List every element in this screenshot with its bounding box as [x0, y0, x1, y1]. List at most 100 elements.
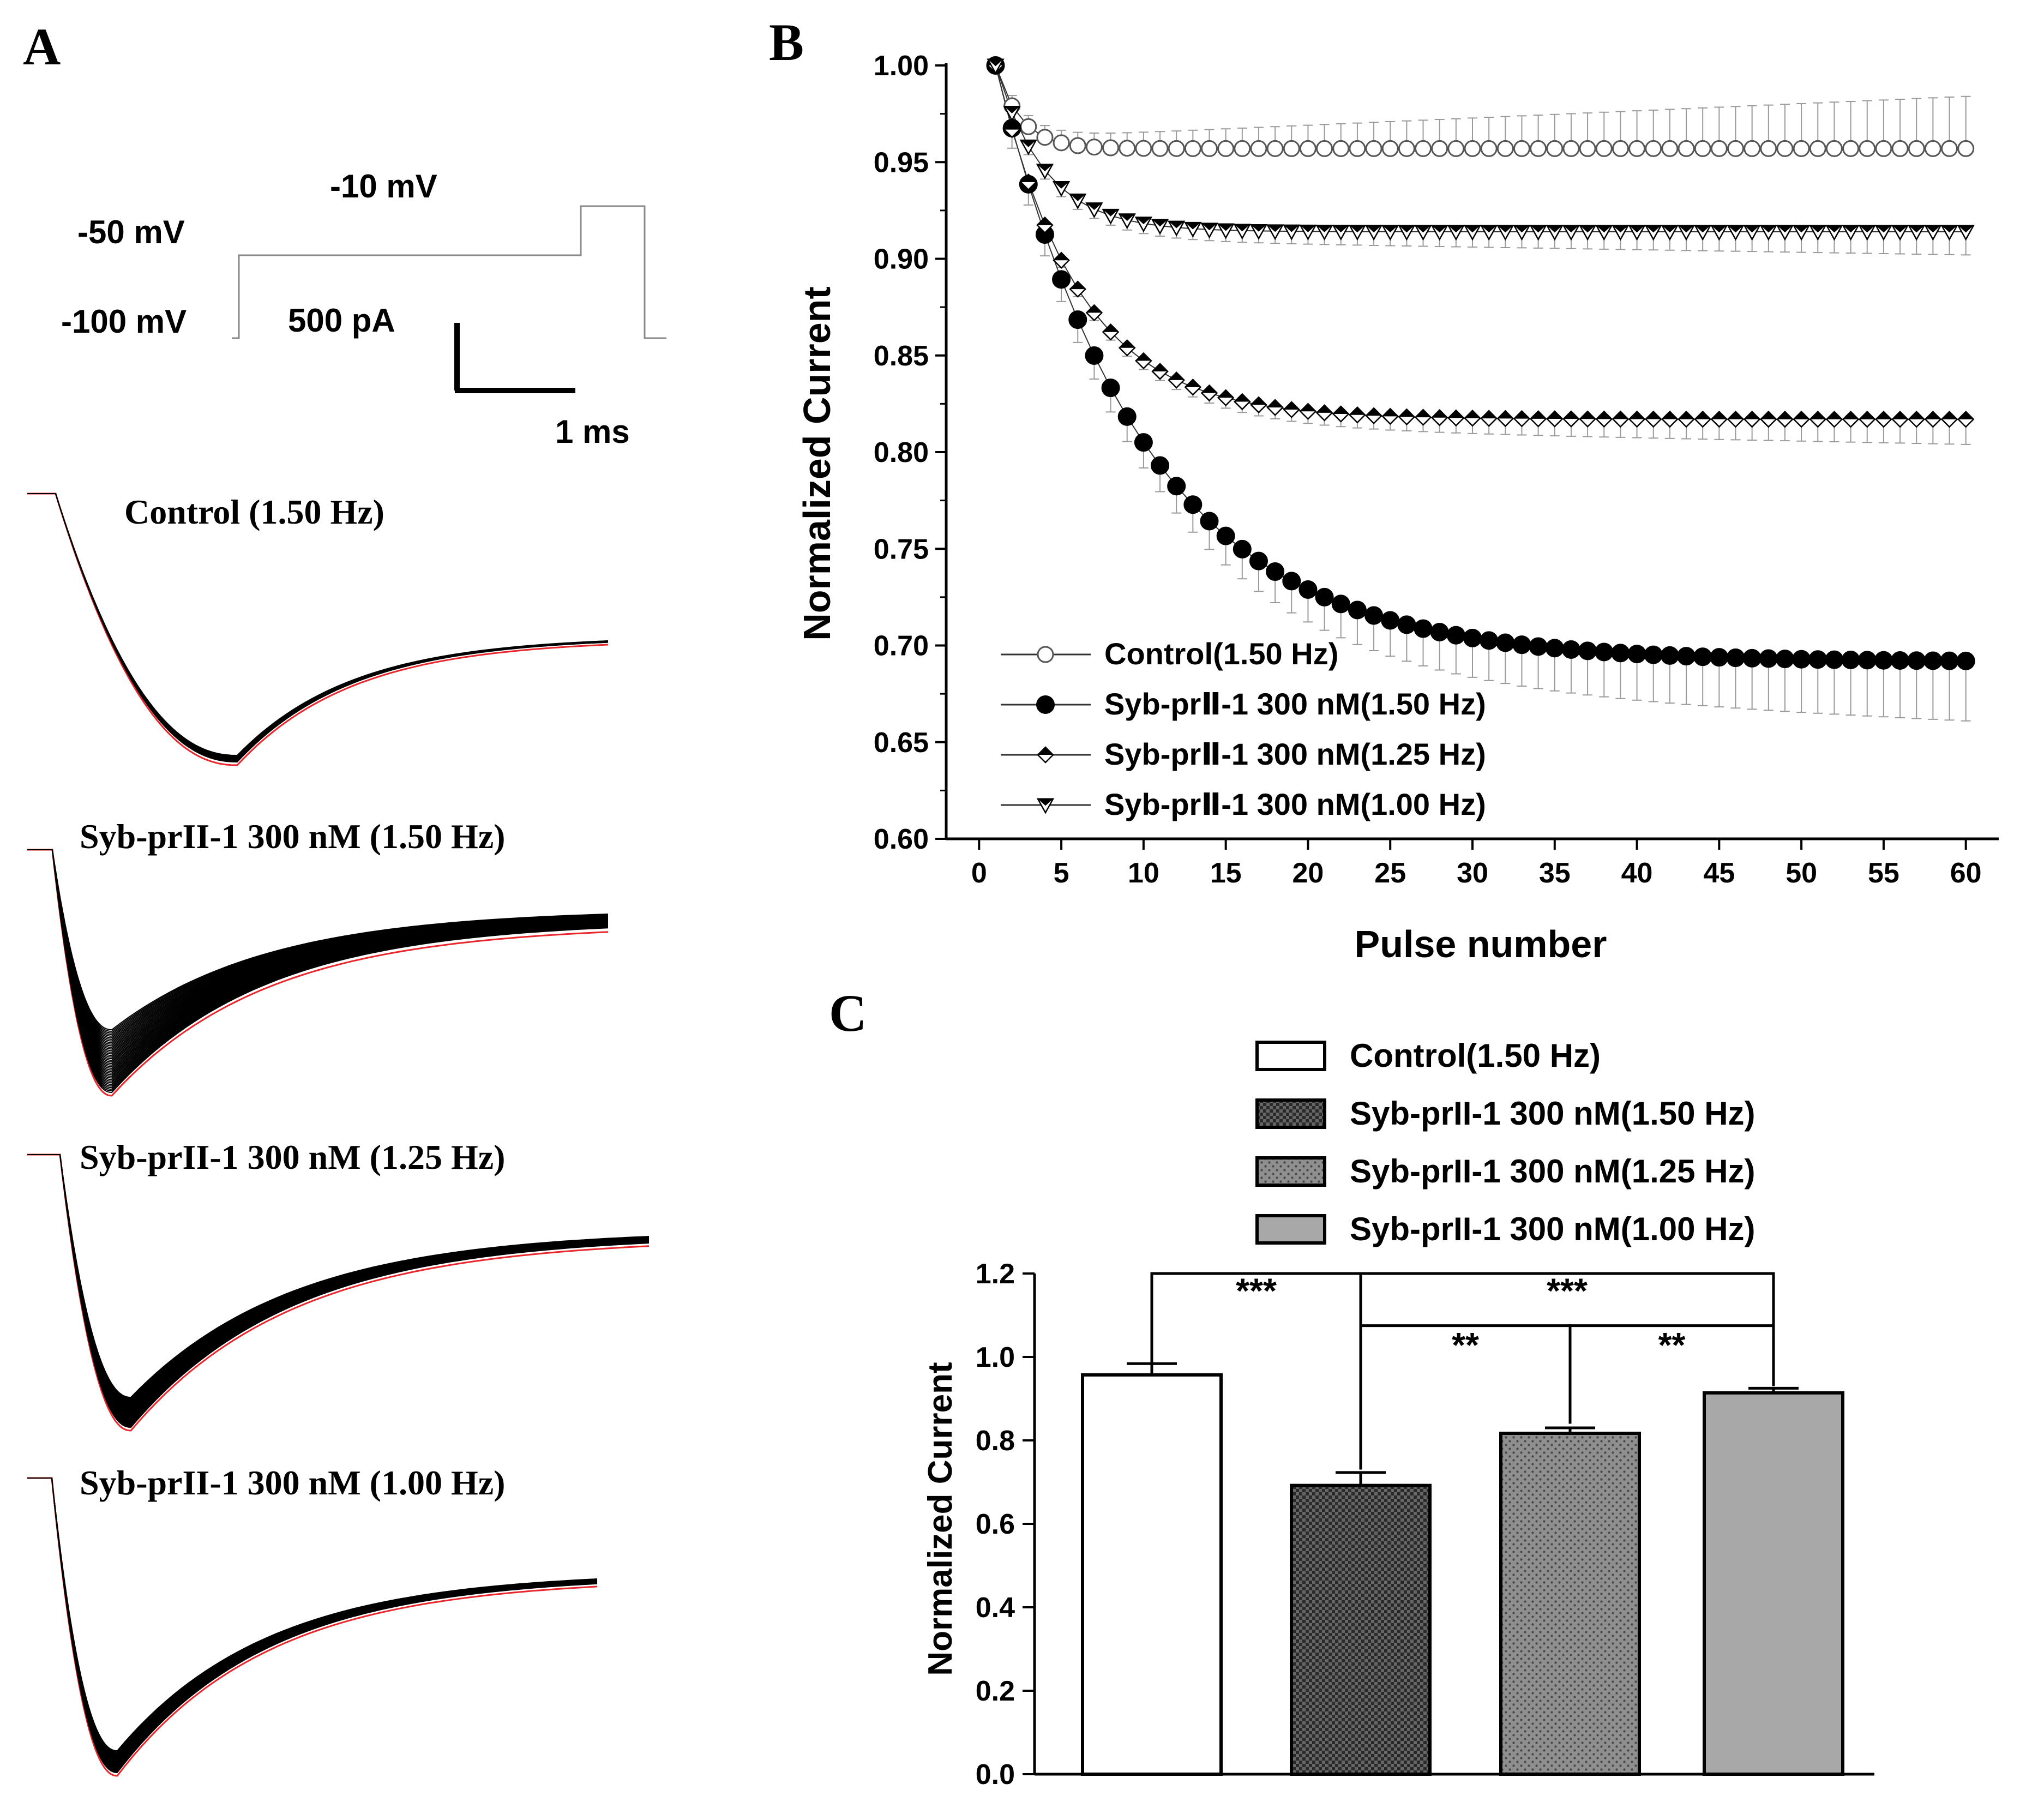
label-scale-time: 1 ms — [555, 413, 630, 450]
b-marker-2 — [1184, 379, 1202, 396]
b-marker-2 — [1414, 409, 1432, 426]
b-marker-1 — [1183, 495, 1203, 514]
b-marker-3 — [1398, 225, 1416, 241]
b-marker-2 — [1924, 410, 1942, 428]
b-marker-0 — [1250, 140, 1267, 157]
b-marker-1 — [1200, 512, 1219, 531]
b-marker-1 — [1216, 526, 1235, 545]
c-legend-swatch-2 — [1255, 1156, 1326, 1187]
b-marker-1 — [1956, 651, 1975, 670]
trace-set-150hz — [27, 849, 609, 1097]
b-marker-0 — [1398, 140, 1415, 157]
panel-b-letter: B — [769, 13, 804, 71]
b-error-bars — [1007, 95, 1971, 722]
b-marker-3 — [1957, 225, 1975, 241]
b-y-tick-label: 1.00 — [874, 50, 929, 82]
trace-sweep — [27, 1477, 598, 1753]
b-marker-0 — [1168, 140, 1185, 157]
trace-sweep — [27, 1477, 598, 1752]
c-axes: 0.0 0.2 0.4 0.6 0.8 1.0 1.2 — [976, 1258, 1874, 1791]
b-y-tick-label: 0.95 — [874, 147, 929, 178]
trace-sweep — [27, 1477, 598, 1761]
b-marker-0 — [1924, 140, 1941, 157]
b-marker-2 — [1644, 410, 1662, 428]
label-v-prepulse: -50 mV — [77, 214, 185, 250]
b-marker-3 — [1710, 225, 1728, 241]
trace-sweep — [27, 1477, 598, 1757]
c-sig-label-0: *** — [1236, 1271, 1277, 1311]
trace-sweep — [27, 493, 609, 760]
b-marker-3 — [1069, 193, 1087, 209]
b-marker-3 — [1134, 217, 1152, 233]
b-marker-1 — [1561, 640, 1580, 659]
trace-sweep — [27, 1154, 650, 1425]
b-marker-2 — [1118, 339, 1136, 357]
b-marker-2 — [1678, 410, 1695, 428]
b-marker-2 — [1430, 409, 1448, 427]
trace-sweep — [27, 1154, 650, 1427]
b-marker-3 — [1612, 225, 1630, 241]
b-marker-2 — [1710, 410, 1728, 428]
b-x-tick-label: 0 — [971, 857, 987, 889]
b-marker-1 — [1085, 346, 1104, 365]
label-scale-current: 500 pA — [288, 302, 395, 339]
trace-sweep — [27, 1477, 598, 1760]
b-marker-3 — [1727, 225, 1745, 241]
c-y-tick-label: 1.0 — [976, 1342, 1015, 1373]
b-marker-3 — [1480, 225, 1498, 241]
b-marker-0 — [1464, 140, 1481, 157]
b-marker-1 — [1529, 637, 1548, 656]
b-x-tick-label: 45 — [1703, 857, 1735, 889]
b-marker-0 — [1891, 140, 1909, 157]
trace-sweep — [27, 493, 609, 761]
trace-sweep — [27, 493, 609, 758]
b-marker-1 — [1266, 562, 1285, 581]
b-marker-2 — [1579, 410, 1596, 428]
b-marker-1 — [1298, 580, 1318, 599]
b-marker-3 — [1891, 225, 1909, 241]
b-marker-3 — [1694, 225, 1712, 241]
b-marker-3 — [1874, 225, 1893, 241]
label-v-step: -10 mV — [330, 168, 437, 205]
c-bar-2 — [1499, 1431, 1641, 1776]
b-y-axis-label: Normalized Current — [796, 286, 838, 641]
b-marker-3 — [1842, 225, 1860, 241]
b-marker-0 — [1415, 140, 1432, 157]
b-marker-2 — [1628, 410, 1646, 428]
b-marker-3 — [1249, 224, 1268, 240]
b-marker-2 — [1069, 280, 1087, 298]
b-marker-2 — [1217, 389, 1235, 407]
c-legend-label-2: Syb-prII-1 300 nM(1.25 Hz) — [1350, 1153, 1756, 1190]
b-marker-2 — [1546, 410, 1564, 428]
b-marker-1 — [1480, 631, 1499, 650]
b-x-tick-label: 55 — [1868, 857, 1899, 889]
trace-sweep — [27, 1477, 598, 1763]
b-marker-3 — [1003, 105, 1021, 122]
trace-sweep — [27, 1477, 598, 1759]
b-marker-3 — [987, 58, 1005, 75]
trace-sweep — [27, 493, 609, 756]
panel-a-protocol: -10 mV -50 mV -100 mV 500 pA 1 ms — [61, 168, 666, 450]
b-marker-2 — [1562, 410, 1580, 428]
b-marker-1 — [1381, 611, 1400, 630]
b-marker-2 — [1743, 410, 1761, 428]
b-marker-1 — [1446, 626, 1465, 645]
b-marker-3 — [1940, 225, 1958, 241]
c-sig-label-1: *** — [1547, 1271, 1588, 1311]
trace-sweep — [27, 1477, 598, 1754]
b-marker-0 — [1496, 140, 1514, 157]
b-marker-0 — [1908, 140, 1925, 157]
b-marker-2 — [1809, 410, 1827, 428]
b-marker-0 — [1562, 140, 1580, 157]
b-marker-0 — [1447, 140, 1465, 157]
b-marker-1 — [1249, 551, 1268, 570]
b-marker-2 — [1940, 410, 1958, 428]
b-marker-0 — [1546, 140, 1564, 157]
b-marker-0 — [1513, 140, 1530, 157]
c-significance: *** ***** ** — [1150, 1271, 1775, 1470]
b-marker-0 — [1859, 140, 1876, 157]
b-marker-2 — [1299, 403, 1317, 420]
b-x-tick-label: 15 — [1210, 857, 1242, 889]
b-marker-3 — [1463, 225, 1482, 241]
b-marker-3 — [1677, 225, 1696, 241]
